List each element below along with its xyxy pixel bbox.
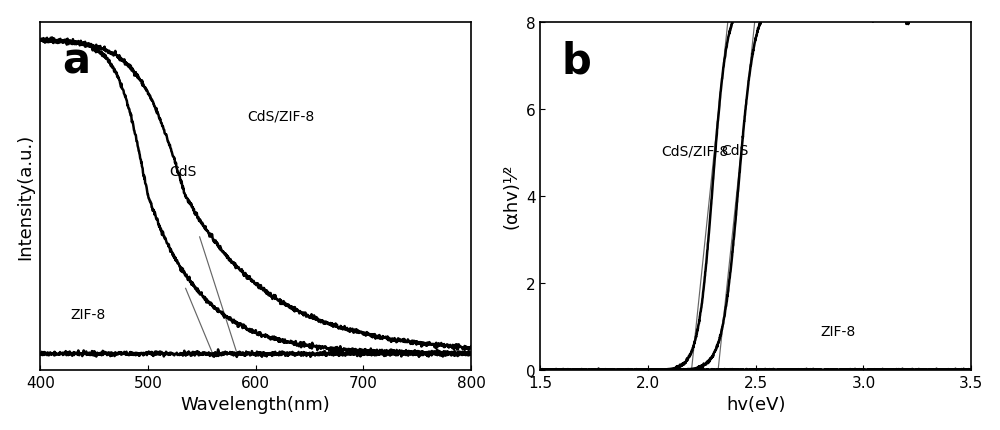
Text: ZIF-8: ZIF-8 bbox=[820, 324, 856, 338]
Text: CdS: CdS bbox=[169, 165, 197, 178]
Text: b: b bbox=[562, 40, 592, 82]
Text: CdS/ZIF-8: CdS/ZIF-8 bbox=[247, 109, 314, 123]
X-axis label: hv(eV): hv(eV) bbox=[726, 396, 786, 413]
Text: ZIF-8: ZIF-8 bbox=[70, 307, 106, 321]
Text: CdS: CdS bbox=[721, 144, 749, 158]
Y-axis label: (αhv)¹⁄²: (αhv)¹⁄² bbox=[502, 164, 520, 229]
X-axis label: Wavelength(nm): Wavelength(nm) bbox=[181, 396, 331, 413]
Y-axis label: Intensity(a.u.): Intensity(a.u.) bbox=[17, 133, 35, 259]
Text: a: a bbox=[62, 40, 90, 82]
Text: CdS/ZIF-8: CdS/ZIF-8 bbox=[661, 144, 728, 158]
